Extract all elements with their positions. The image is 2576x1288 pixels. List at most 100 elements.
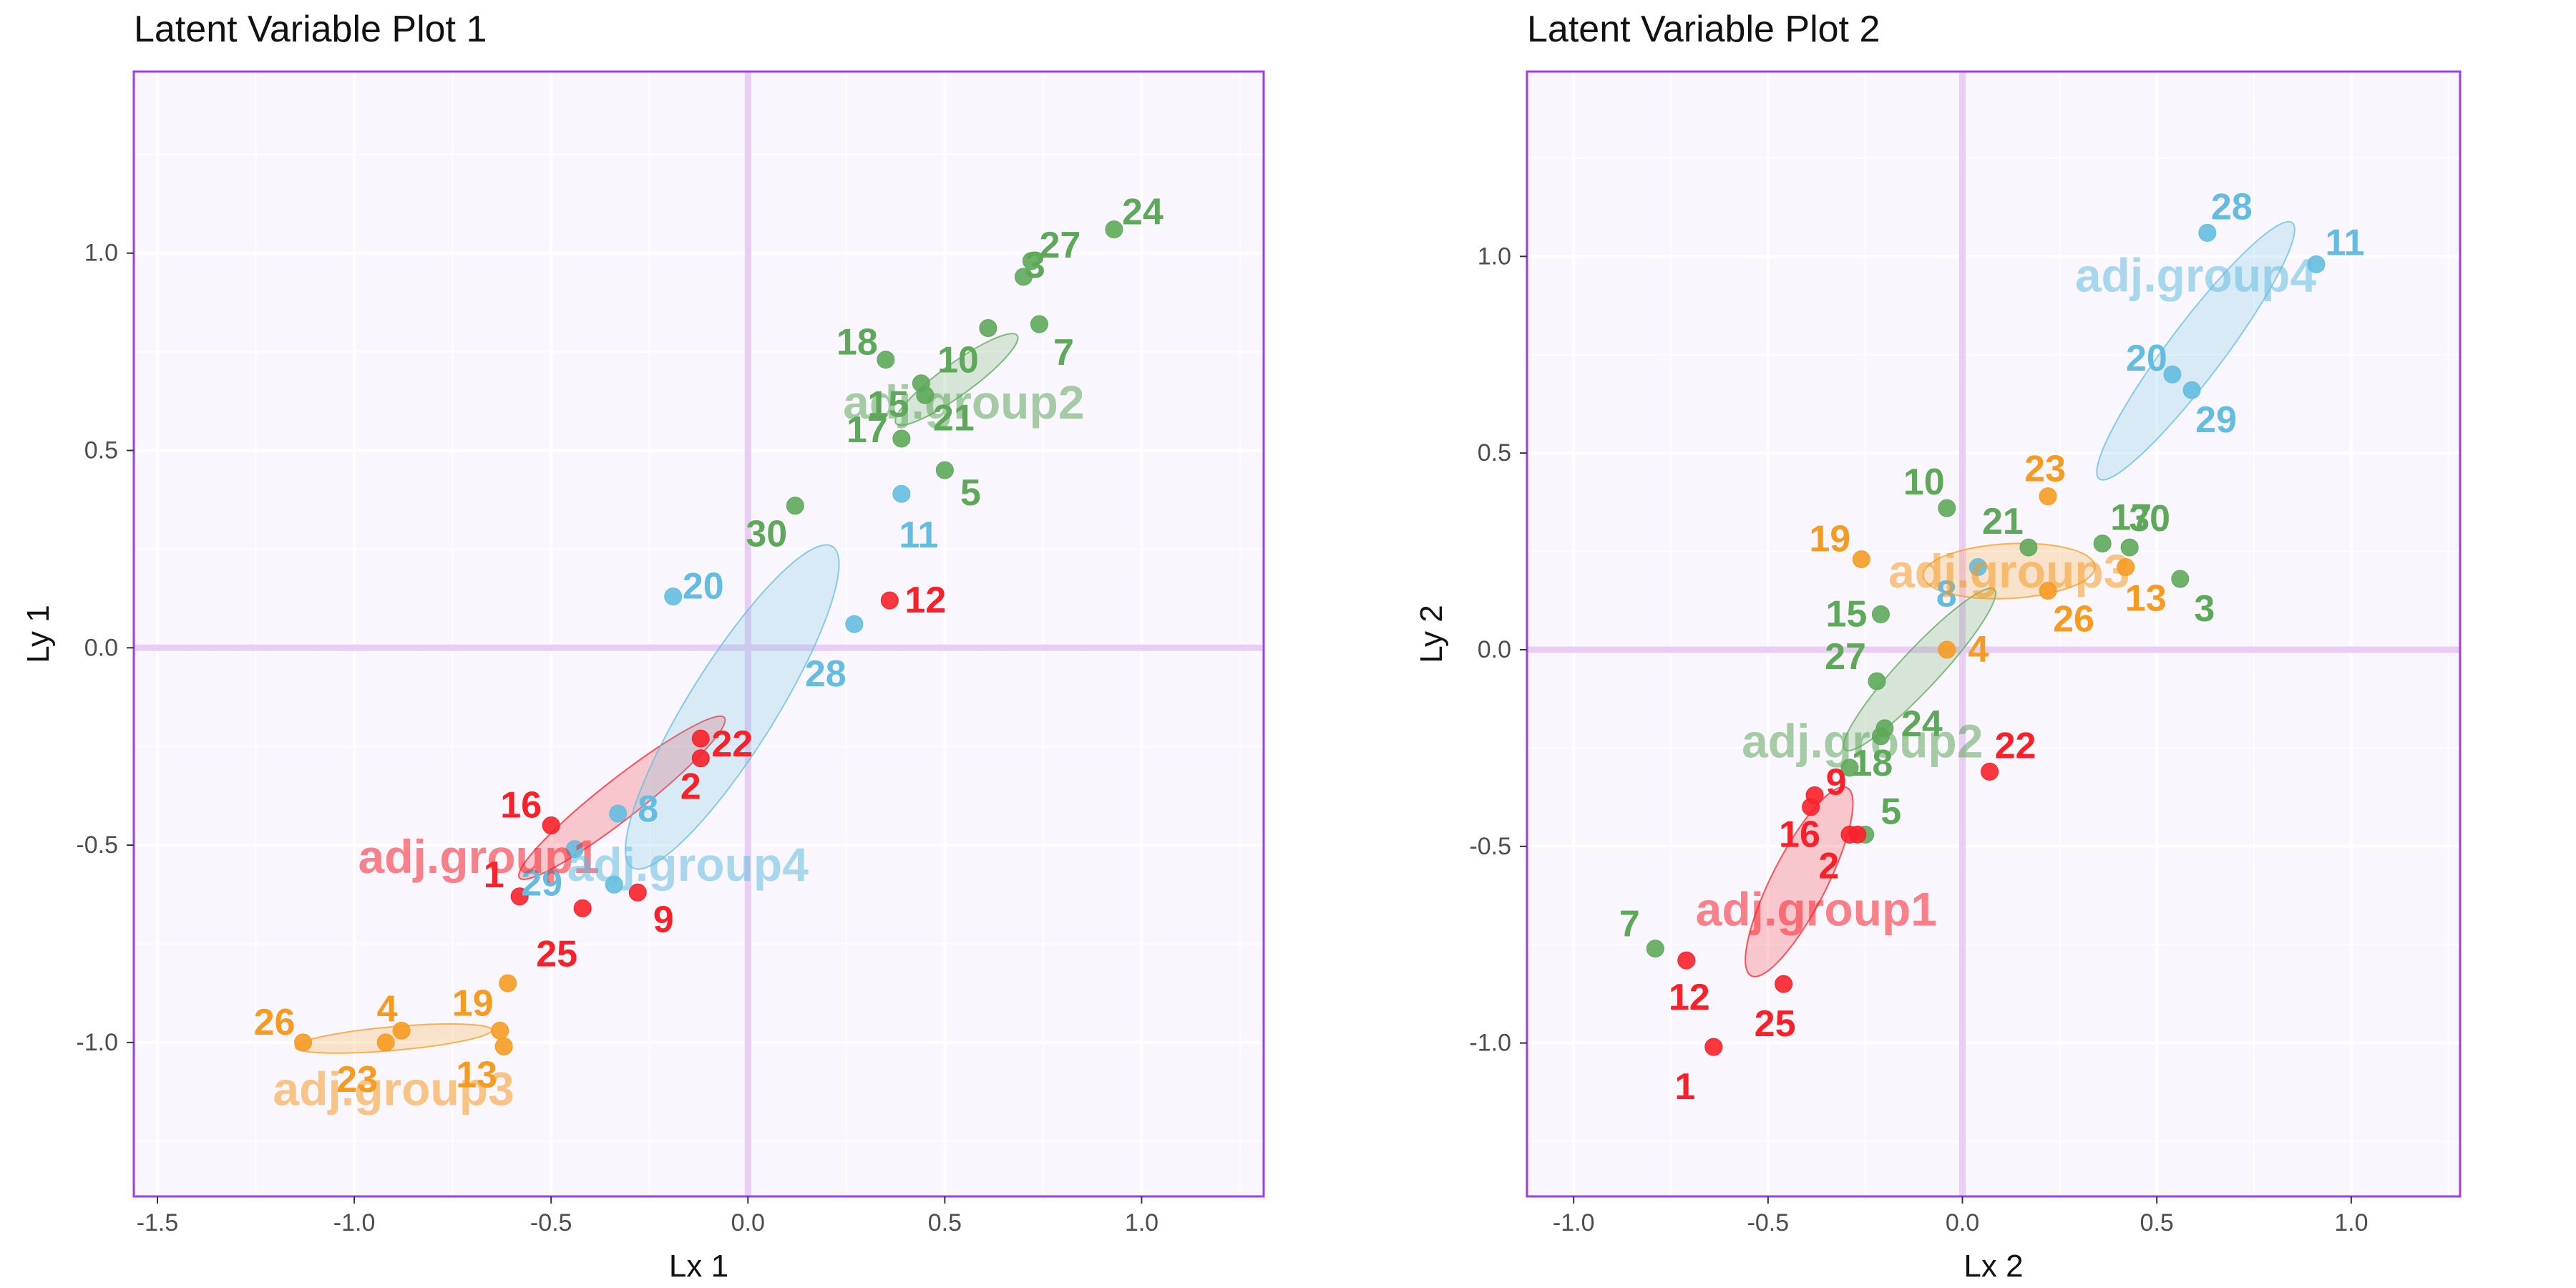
point-label: 21 — [933, 397, 975, 439]
data-point — [935, 461, 954, 479]
data-point — [880, 591, 899, 610]
data-point — [494, 1037, 513, 1055]
point-label: 24 — [1901, 703, 1943, 745]
data-point — [691, 729, 710, 748]
point-label: 19 — [1809, 519, 1850, 560]
point-label: 25 — [536, 933, 577, 975]
point-label: 24 — [1122, 192, 1163, 233]
data-point — [294, 1033, 313, 1052]
chart-title: Latent Variable Plot 2 — [1527, 9, 1880, 50]
data-point — [786, 497, 804, 515]
x-tick-label: 0.0 — [731, 1209, 765, 1236]
data-point — [916, 386, 935, 404]
y-tick-label: 0.5 — [84, 437, 118, 464]
data-point — [877, 351, 895, 369]
data-point — [979, 319, 997, 338]
data-point — [2093, 535, 2112, 553]
point-label: 16 — [500, 785, 542, 826]
point-label: 22 — [711, 723, 753, 765]
point-label: 17 — [847, 409, 888, 451]
point-label: 27 — [1825, 636, 1866, 678]
data-point — [2307, 255, 2326, 273]
x-tick-label: 0.5 — [2140, 1209, 2174, 1236]
point-label: 9 — [653, 899, 674, 940]
y-tick-label: 0.0 — [84, 634, 118, 661]
data-point — [1968, 558, 1987, 577]
point-label: 27 — [1039, 225, 1080, 266]
point-label: 1 — [1674, 1066, 1695, 1108]
point-label: 10 — [937, 340, 979, 381]
point-label: 7 — [1053, 332, 1074, 374]
point-label: 23 — [2024, 449, 2066, 490]
plot-border — [1526, 70, 2462, 1198]
point-label: 8 — [1936, 574, 1957, 615]
group-label: adj.group4 — [2075, 248, 2317, 301]
point-label: 26 — [254, 1002, 296, 1043]
y-tick-label: -0.5 — [1469, 833, 1511, 860]
ellipse-adj-group1 — [1745, 786, 1854, 977]
group-label: adj.group2 — [1742, 714, 1983, 767]
data-point — [2039, 487, 2057, 506]
ellipse-adj-group1 — [517, 715, 726, 880]
y-tick-label: 1.0 — [1478, 243, 1511, 270]
data-point — [2039, 582, 2057, 600]
data-point — [565, 840, 584, 859]
data-point — [1677, 951, 1696, 970]
point-label: 5 — [1880, 791, 1901, 832]
data-point — [1938, 640, 1956, 659]
point-label: 19 — [452, 982, 494, 1024]
point-label: 21 — [1982, 501, 2024, 542]
point-label: 15 — [1826, 594, 1868, 635]
point-label: 20 — [683, 566, 724, 608]
point-label: 29 — [521, 863, 562, 904]
x-tick-label: 0.0 — [1946, 1209, 1979, 1236]
point-label: 11 — [899, 514, 938, 556]
group-label: adj.group1 — [358, 830, 600, 883]
data-point — [2117, 558, 2135, 577]
data-point — [628, 883, 647, 902]
point-label: 13 — [2125, 578, 2167, 620]
data-point — [1704, 1038, 1723, 1056]
data-point — [2182, 381, 2201, 399]
y-axis-title: Ly 2 — [1414, 605, 1449, 663]
x-tick-label: -1.5 — [137, 1209, 179, 1236]
data-point — [1775, 975, 1793, 993]
y-tick-label: -0.5 — [76, 831, 118, 859]
point-label: 15 — [867, 384, 909, 426]
data-point — [1105, 220, 1123, 239]
y-tick-label: -1.0 — [76, 1029, 118, 1056]
x-tick-label: -1.0 — [333, 1209, 376, 1236]
data-point — [2171, 570, 2190, 588]
point-label: 18 — [836, 322, 878, 364]
point-label: 4 — [1968, 629, 1989, 670]
point-label: 22 — [1995, 725, 2036, 766]
data-point — [2198, 223, 2217, 242]
data-point — [845, 615, 864, 633]
x-tick-label: -1.0 — [1553, 1209, 1595, 1236]
data-point — [1802, 798, 1820, 816]
data-point — [1868, 672, 1886, 691]
data-point — [392, 1021, 411, 1040]
data-point — [1030, 315, 1048, 333]
data-point — [1938, 499, 1956, 517]
data-point — [499, 974, 517, 992]
group-label: adj.group4 — [567, 838, 809, 891]
data-point — [691, 749, 710, 768]
point-label: 11 — [2325, 222, 2364, 263]
x-tick-label: 1.0 — [2334, 1209, 2368, 1236]
x-axis-title: Lx 2 — [1963, 1249, 2023, 1284]
group-label: adj.group3 — [1888, 545, 2129, 597]
data-point — [609, 804, 628, 823]
point-label: 4 — [377, 988, 398, 1030]
x-tick-label: -0.5 — [1747, 1209, 1790, 1236]
data-point — [1840, 758, 1859, 777]
point-label: 13 — [456, 1054, 497, 1096]
point-label: 2 — [1818, 845, 1839, 887]
data-point — [510, 887, 529, 906]
point-label: 5 — [960, 472, 981, 514]
data-point — [2163, 365, 2182, 384]
data-point — [491, 1021, 509, 1040]
point-label: 29 — [2195, 399, 2237, 441]
